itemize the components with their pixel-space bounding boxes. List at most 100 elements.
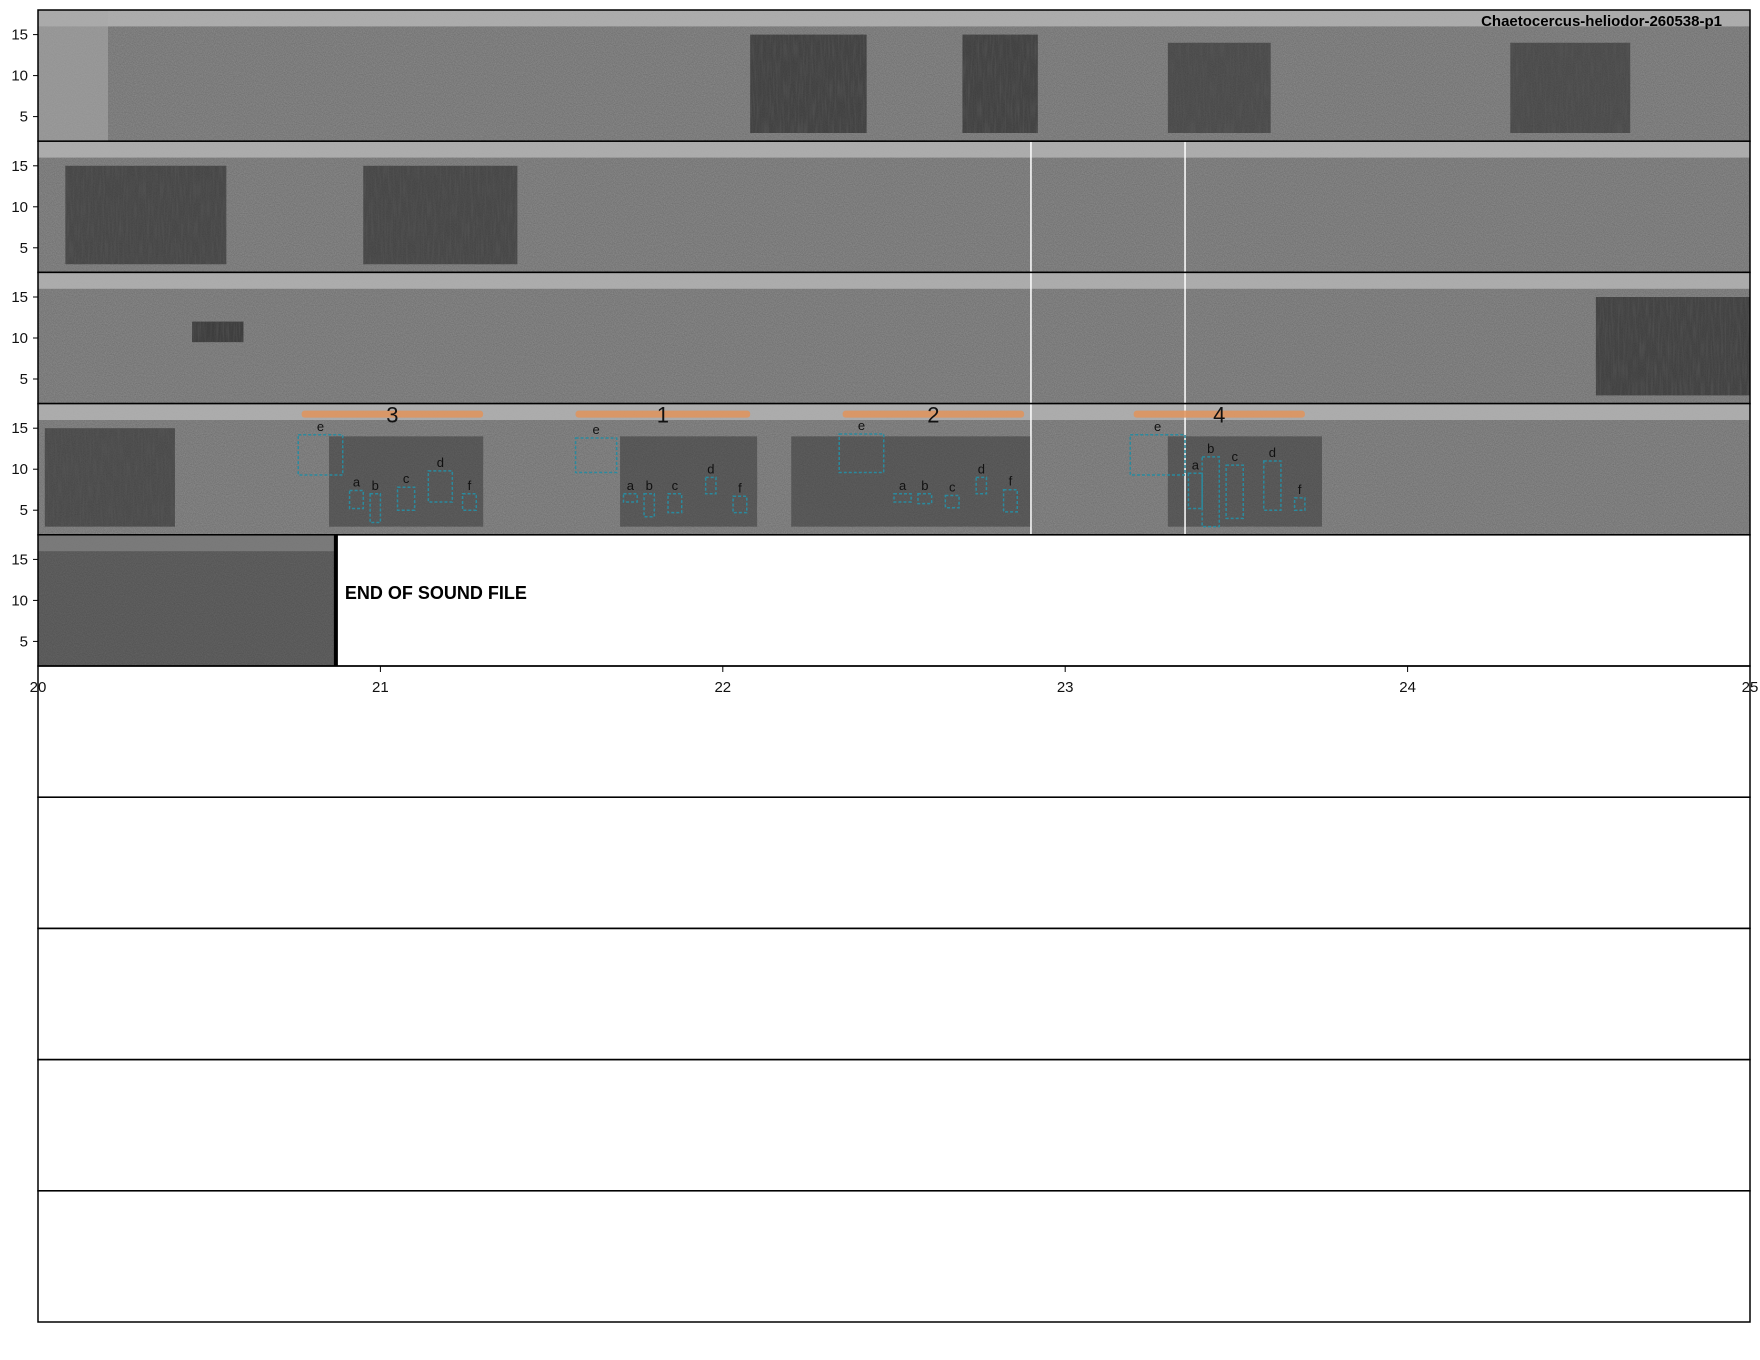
segment-box	[1293, 497, 1306, 511]
y-tick-label: 10	[11, 199, 28, 216]
vocal-burst-texture	[750, 34, 867, 133]
spectrogram-noise	[38, 141, 1750, 273]
vocal-burst-texture	[44, 428, 175, 527]
y-tick-label: 15	[11, 551, 28, 568]
spectrogram-noise	[38, 10, 1750, 142]
segment-label: a	[353, 475, 361, 490]
segment-box	[893, 493, 912, 503]
vocal-burst-texture	[329, 436, 484, 527]
segment-box	[369, 493, 382, 524]
final-segment-shade	[38, 534, 336, 666]
spectrogram-noise	[38, 534, 336, 666]
y-tick-label: 5	[20, 240, 28, 257]
vocal-burst-texture	[620, 436, 758, 527]
panel-row-6	[37, 796, 1751, 930]
y-tick-label: 15	[11, 289, 28, 306]
segment-label: d	[978, 461, 985, 476]
y-tick-label: 5	[20, 502, 28, 519]
y-tick-label: 5	[20, 109, 28, 126]
high-frequency-band	[38, 10, 1750, 27]
segment-label: a	[627, 478, 635, 493]
spectrogram-panels: 5 10 15 5 10 15 5 10 15 5 10 15 5 10 15	[11, 9, 1751, 1323]
phrase-bar	[842, 410, 1025, 418]
x-tick-label: 23	[1057, 679, 1074, 696]
phrase-label: 2	[927, 403, 939, 428]
segment-box	[838, 433, 885, 474]
vocal-burst-texture	[192, 321, 244, 343]
segment-label: b	[372, 478, 379, 493]
segment-box	[1187, 472, 1203, 510]
segment-label: e	[1154, 419, 1161, 434]
chart-title: Chaetocercus-heliodor-260538-p1	[1481, 13, 1722, 30]
panel-row-2: 5 10 15	[11, 271, 1751, 405]
x-tick-label: 25	[1742, 679, 1759, 696]
vocal-burst-texture	[1167, 436, 1322, 527]
high-frequency-band	[38, 141, 1750, 158]
segment-label: e	[592, 422, 599, 437]
segment-label: b	[1207, 441, 1214, 456]
panel-frame	[37, 796, 1751, 930]
segment-box	[704, 476, 717, 495]
y-tick-label: 10	[11, 461, 28, 478]
vocal-burst-texture	[363, 165, 518, 265]
segment-label: d	[1269, 445, 1276, 460]
segment-box	[732, 495, 748, 514]
segment-box	[622, 493, 638, 503]
panel-frame	[37, 665, 1751, 798]
segment-box	[297, 434, 344, 476]
segment-label: c	[403, 471, 410, 486]
segment-label: e	[317, 419, 324, 434]
panel-frame	[37, 1058, 1751, 1192]
segment-box	[917, 493, 933, 505]
segment-label: c	[1231, 449, 1238, 464]
onset-gradient	[38, 10, 108, 142]
high-frequency-band	[38, 272, 1750, 289]
segment-label: b	[646, 478, 653, 493]
segment-label: f	[1298, 482, 1302, 497]
x-tick-label: 20	[30, 679, 47, 696]
segment-box	[348, 489, 365, 510]
segment-box	[461, 493, 478, 511]
x-tick-label: 21	[372, 679, 389, 696]
y-tick-label: 5	[20, 371, 28, 388]
y-tick-label: 10	[11, 330, 28, 347]
segment-label: a	[1192, 457, 1200, 472]
phrase-bar	[1133, 410, 1305, 418]
vocal-burst-texture	[1510, 42, 1631, 133]
panel-row-1: 5 10 15	[11, 140, 1751, 274]
segment-box	[1263, 460, 1282, 511]
x-tick-label: 22	[714, 679, 731, 696]
phrase-label: 3	[386, 403, 398, 428]
high-frequency-band	[38, 534, 336, 552]
segment-box	[667, 493, 683, 514]
panel-row-7	[37, 927, 1751, 1061]
segment-box	[944, 494, 960, 509]
segment-label: f	[1009, 474, 1013, 489]
phrase-label: 1	[657, 403, 669, 428]
y-tick-label: 15	[11, 27, 28, 44]
spectrogram-noise	[38, 272, 1750, 404]
x-tick-label: 24	[1399, 679, 1416, 696]
segment-box	[427, 470, 454, 503]
segment-label: d	[707, 461, 714, 476]
panel-row-3: 5 10 15	[11, 402, 1751, 536]
end-of-file-label: END OF SOUND FILE	[345, 583, 527, 603]
panel-frame	[37, 927, 1751, 1061]
vocal-burst-texture	[1167, 42, 1271, 133]
segment-label: c	[949, 479, 956, 494]
segment-label: b	[921, 478, 928, 493]
segment-label: a	[899, 478, 907, 493]
segment-label: c	[672, 478, 679, 493]
panel-frame	[37, 1190, 1751, 1323]
y-tick-label: 10	[11, 68, 28, 85]
y-tick-label: 15	[11, 158, 28, 175]
segment-label: f	[468, 478, 472, 493]
segment-label: d	[437, 455, 444, 470]
segment-box	[1201, 456, 1221, 528]
panel-row-5	[37, 665, 1751, 798]
panel-row-4: 5 10 15	[11, 534, 1751, 667]
panel-row-9	[37, 1190, 1751, 1323]
phrase-label: 4	[1213, 403, 1225, 428]
